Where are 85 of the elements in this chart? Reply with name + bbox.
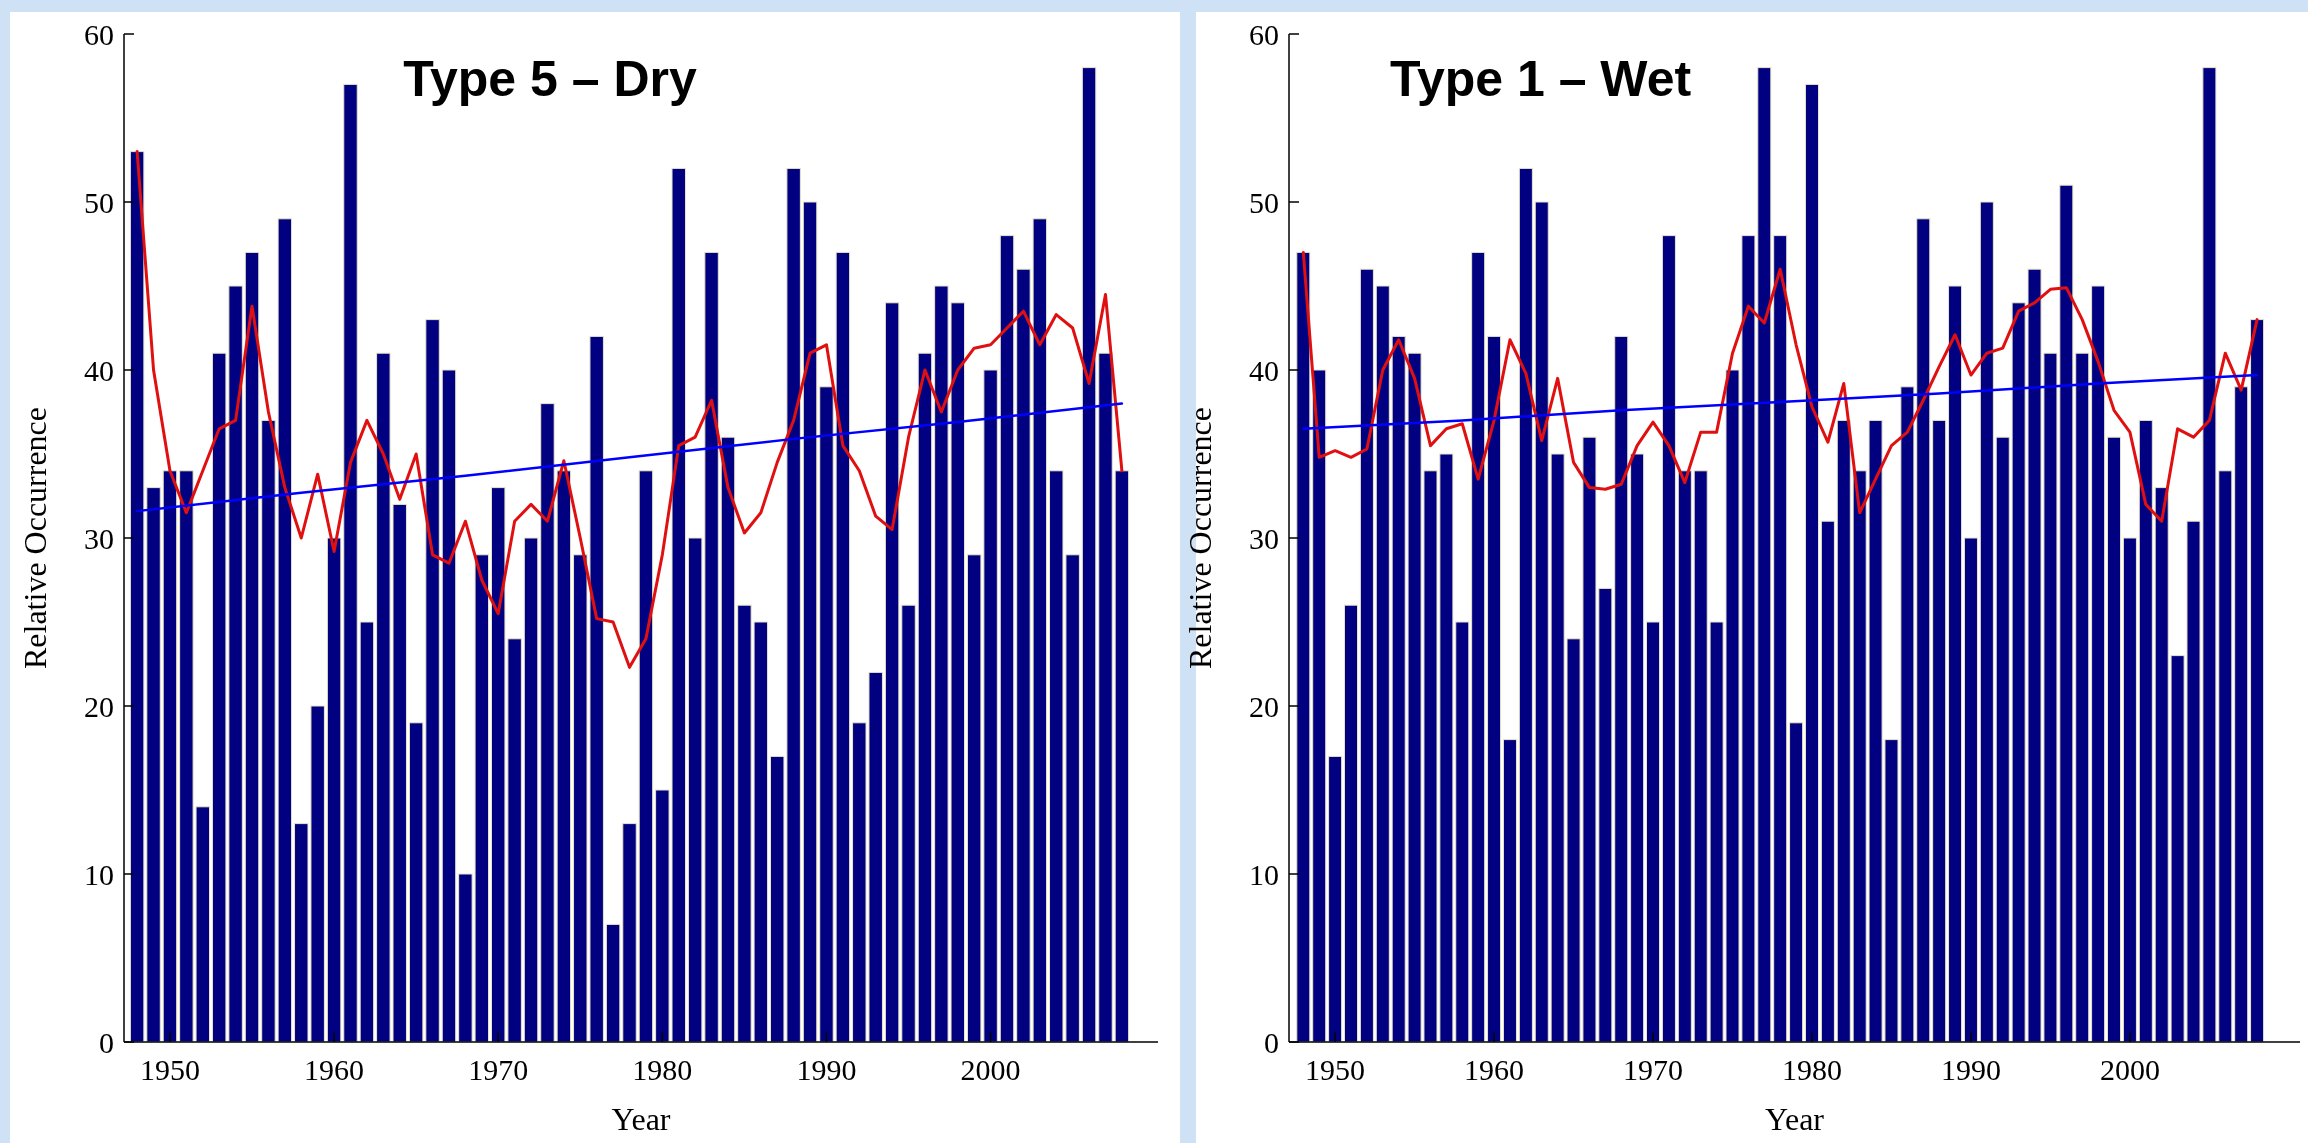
bar bbox=[1677, 470, 1692, 1043]
bar bbox=[1502, 739, 1517, 1043]
bar bbox=[638, 470, 654, 1043]
bar bbox=[901, 604, 916, 1043]
chart-title: Type 1 – Wet bbox=[1390, 51, 1692, 107]
y-axis-title: Relative Occurrence bbox=[1182, 406, 1218, 670]
x-tick-label: 1970 bbox=[1623, 1053, 1684, 1086]
y-tick-label: 50 bbox=[1249, 185, 1279, 219]
y-tick-label: 20 bbox=[84, 689, 114, 723]
bar bbox=[343, 83, 358, 1043]
bar bbox=[605, 923, 621, 1043]
x-tick-label: 1950 bbox=[1305, 1053, 1366, 1086]
bar bbox=[1948, 285, 1963, 1043]
bar bbox=[2138, 419, 2153, 1043]
x-axis-title: Year bbox=[1765, 1101, 1825, 1137]
bar bbox=[162, 470, 178, 1043]
bar bbox=[359, 621, 375, 1043]
x-axis-title: Year bbox=[611, 1101, 671, 1137]
x-tick-label: 2000 bbox=[960, 1053, 1021, 1086]
x-tick-label: 1960 bbox=[1464, 1053, 1525, 1086]
y-tick-label: 60 bbox=[84, 17, 114, 51]
x-tick-label: 2000 bbox=[2099, 1053, 2160, 1086]
bar bbox=[802, 201, 818, 1043]
bar bbox=[1518, 167, 1533, 1043]
bar bbox=[1296, 251, 1311, 1043]
line-series bbox=[1301, 250, 2259, 523]
y-tick-label: 0 bbox=[1264, 1025, 1279, 1059]
bar bbox=[1312, 369, 1327, 1043]
bar bbox=[326, 537, 342, 1043]
bar bbox=[1328, 755, 1343, 1043]
bar bbox=[2122, 537, 2137, 1043]
bar bbox=[1773, 235, 1788, 1043]
bar bbox=[1487, 335, 1502, 1043]
bar bbox=[1630, 453, 1645, 1043]
y-tick-label: 30 bbox=[84, 521, 114, 555]
y-tick-label: 10 bbox=[84, 857, 114, 891]
x-tick-label: 1980 bbox=[632, 1053, 693, 1086]
bar bbox=[1661, 235, 1676, 1043]
x-tick-label: 1970 bbox=[468, 1053, 529, 1086]
bar bbox=[1081, 67, 1097, 1043]
y-tick-label: 10 bbox=[1249, 857, 1279, 891]
y-tick-label: 60 bbox=[1249, 17, 1279, 51]
bar bbox=[1471, 251, 1486, 1043]
bar bbox=[1375, 285, 1390, 1043]
bar bbox=[2234, 386, 2249, 1043]
x-tick-label: 1990 bbox=[1940, 1053, 2001, 1086]
x-tick-label: 1980 bbox=[1781, 1053, 1842, 1086]
bar bbox=[1836, 419, 1851, 1043]
bar bbox=[2250, 319, 2265, 1043]
bar bbox=[1114, 470, 1130, 1043]
bar bbox=[1932, 419, 1947, 1043]
bar bbox=[884, 302, 900, 1043]
bar bbox=[2091, 285, 2106, 1043]
x-tick-label: 1950 bbox=[139, 1053, 200, 1086]
x-tick-label: 1960 bbox=[304, 1053, 365, 1086]
line-series bbox=[135, 402, 1124, 513]
y-axis-title: Relative Occurrence bbox=[17, 406, 53, 670]
bar bbox=[244, 251, 260, 1043]
y-tick-label: 20 bbox=[1249, 689, 1279, 723]
bar bbox=[1098, 352, 1113, 1043]
bar bbox=[1979, 201, 1994, 1043]
bar bbox=[1804, 83, 1819, 1043]
y-tick-label: 40 bbox=[1249, 353, 1279, 387]
bar bbox=[1343, 604, 1359, 1043]
bar bbox=[1359, 268, 1374, 1043]
y-tick-label: 40 bbox=[84, 353, 114, 387]
y-tick-label: 0 bbox=[99, 1025, 114, 1059]
bar bbox=[720, 436, 736, 1043]
y-tick-label: 50 bbox=[84, 185, 114, 219]
bar bbox=[1820, 520, 1835, 1043]
bar bbox=[999, 235, 1015, 1043]
bar bbox=[523, 537, 539, 1043]
bar bbox=[2107, 436, 2122, 1043]
x-tick-label: 1990 bbox=[796, 1053, 857, 1086]
chart-title: Type 5 – Dry bbox=[403, 51, 698, 107]
line-series bbox=[135, 150, 1124, 669]
bar bbox=[1646, 621, 1661, 1043]
bar bbox=[2075, 352, 2090, 1043]
bar bbox=[1789, 722, 1804, 1043]
bar bbox=[622, 823, 637, 1043]
bar bbox=[441, 369, 457, 1043]
y-tick-label: 30 bbox=[1249, 521, 1279, 555]
bar bbox=[1963, 537, 1978, 1043]
bar bbox=[917, 352, 933, 1043]
line-series bbox=[1302, 373, 2259, 431]
